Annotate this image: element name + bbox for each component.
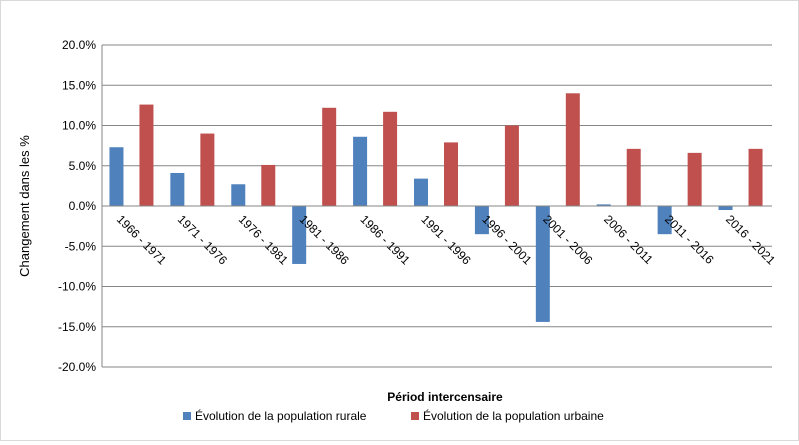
y-tick-label: 0.0%	[69, 199, 97, 213]
y-tick-label: 15.0%	[62, 78, 96, 92]
legend-swatch	[411, 412, 419, 420]
bars	[109, 93, 763, 322]
x-tick-label: 1966 - 1971	[114, 212, 169, 267]
x-tick-label: 2016 - 2021	[723, 212, 778, 267]
x-tick-label: 2011 - 2016	[662, 212, 717, 267]
bar-urbaine	[200, 133, 215, 206]
x-tick-label: 1996 - 2001	[479, 212, 534, 267]
y-tick-label: 10.0%	[62, 119, 96, 133]
bar-urbaine	[626, 148, 641, 206]
y-tick-label: -20.0%	[58, 360, 96, 374]
bar-rurale	[535, 206, 550, 322]
bar-rurale	[353, 136, 368, 206]
bar-urbaine	[383, 111, 398, 206]
x-tick-label: 1991 - 1996	[418, 212, 473, 267]
x-tick-label: 1971 - 1976	[175, 212, 230, 267]
x-tick-label: 2006 - 2011	[601, 212, 656, 267]
y-tick-label: 20.0%	[62, 38, 96, 52]
bar-rurale	[170, 172, 185, 206]
bar-rurale	[414, 178, 428, 206]
bar-rurale	[474, 206, 489, 235]
bar-urbaine	[748, 148, 763, 206]
bar-urbaine	[565, 93, 580, 206]
legend-label: Évolution de la population rurale	[195, 408, 367, 423]
bar-urbaine	[139, 104, 154, 206]
bar-rurale	[231, 184, 246, 206]
x-tick-label: 1986 - 1991	[358, 212, 413, 267]
x-tick-label: 1976 - 1981	[236, 212, 291, 267]
bar-rurale	[292, 206, 307, 264]
y-tick-label: -10.0%	[58, 280, 96, 294]
x-tick-labels: 1966 - 1971 1971 - 1976 1976 - 1981 1981 - …	[114, 212, 779, 267]
legend: Évolution de la population rurale Évoluti…	[183, 408, 604, 423]
x-axis-title: Périod intercensaire	[387, 390, 503, 404]
bar-rurale	[596, 204, 611, 206]
y-tick-label: -5.0%	[65, 239, 97, 253]
y-tick-label: -15.0%	[58, 320, 96, 334]
y-axis-title: Changement dans les %	[17, 135, 32, 277]
bar-urbaine	[444, 142, 458, 206]
y-tick-labels: 20.0% 15.0% 10.0% 5.0% 0.0% -5.0% -10.0% -15.0%…	[58, 38, 96, 374]
bar-rurale	[109, 147, 124, 206]
bar-urbaine	[322, 107, 337, 206]
bar-rurale	[718, 206, 733, 211]
bar-urbaine	[687, 152, 702, 206]
bar-urbaine	[261, 164, 276, 206]
y-tick-label: 5.0%	[69, 159, 97, 173]
legend-label: Évolution de la population urbaine	[423, 408, 604, 423]
bar-urbaine	[504, 125, 519, 206]
bar-rurale	[657, 206, 672, 235]
legend-swatch	[183, 412, 191, 420]
